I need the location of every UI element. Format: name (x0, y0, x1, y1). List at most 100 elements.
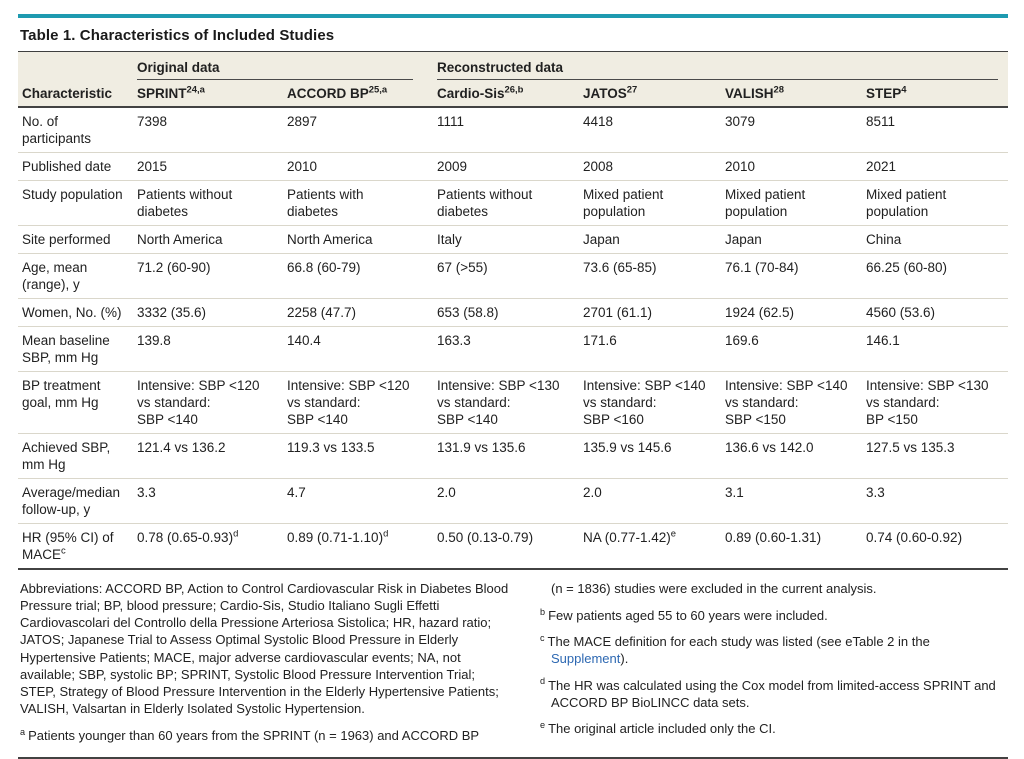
table-cell: 131.9 vs 135.6 (437, 433, 583, 479)
table-cell: 2008 (583, 152, 725, 181)
table-header: Original data Reconstructed data Charact… (18, 52, 1009, 108)
table-cell: 0.89 (0.60-1.31) (725, 523, 866, 569)
table-cell: Patients without diabetes (437, 180, 583, 226)
table-cell: Intensive: SBP <130 vs standard: SBP <14… (437, 371, 583, 434)
table-cell: 2.0 (583, 478, 725, 524)
footnote-e-text: The original article included only the C… (548, 720, 776, 736)
table-cell: Intensive: SBP <140 vs standard: SBP <15… (725, 371, 866, 434)
table-cell: 0.89 (0.71-1.10)d (287, 523, 437, 569)
row-characteristic-label: BP treatment goal, mm Hg (18, 371, 137, 434)
table-title: Table 1. Characteristics of Included Stu… (20, 27, 335, 44)
table-cell: 66.25 (60-80) (866, 253, 1009, 299)
table-row: Study population Patients without diabete… (18, 180, 1009, 226)
column-header-characteristic: Characteristic (18, 80, 137, 108)
table-cell: Mixed patient population (866, 180, 1009, 226)
table-cell: Japan (583, 225, 725, 254)
table-cell: 135.9 vs 145.6 (583, 433, 725, 479)
table-cell: 3079 (725, 114, 756, 129)
table-cell: 119.3 vs 133.5 (287, 433, 437, 479)
table-cell: 121.4 vs 136.2 (137, 433, 287, 479)
row-characteristic-label: No. of participants (22, 114, 92, 146)
table-cell: North America (137, 225, 287, 254)
footnote-b: b Few patients aged 55 to 60 years were i… (540, 607, 1010, 624)
table-cell: 3.3 (866, 478, 1009, 524)
table-cell: 146.1 (866, 326, 1009, 372)
footnote-c-marker: c (540, 632, 545, 643)
table-cell: 4560 (53.6) (866, 298, 1009, 327)
column-header-valish: VALISH28 (725, 80, 866, 108)
table-cell: 169.6 (725, 326, 866, 372)
table-cell: 2.0 (437, 478, 583, 524)
table-cell: 67 (>55) (437, 253, 583, 299)
row-characteristic-label: HR (95% CI) of MACEc (18, 523, 137, 569)
table-cell: 2015 (137, 152, 287, 181)
table-cell: Mixed patient population (583, 180, 725, 226)
table-row: Achieved SBP, mm Hg 121.4 vs 136.2 119.3 v… (18, 433, 1009, 479)
row-characteristic-label: Published date (18, 152, 137, 181)
table-row: BP treatment goal, mm Hg Intensive: SBP <… (18, 371, 1009, 434)
group-header-reconstructed-data-label: Reconstructed data (437, 60, 564, 75)
table-top-accent-bar (18, 14, 1008, 18)
footnote-b-text: Few patients aged 55 to 60 years were in… (548, 608, 828, 624)
abbreviations-note: Abbreviations: ACCORD BP, Action to Cont… (20, 581, 509, 717)
table-cell: 3.3 (137, 478, 287, 524)
table-cell: 2009 (437, 152, 583, 181)
table-cell: 73.6 (65-85) (583, 253, 725, 299)
row-characteristic-label: Age, mean (range), y (18, 253, 137, 299)
table-cell: 0.50 (0.13-0.79) (437, 523, 583, 569)
footnote-a: a Patients younger than 60 years from the… (20, 727, 512, 744)
column-header-step: STEP4 (866, 80, 1009, 108)
table-cell: 3332 (35.6) (137, 298, 287, 327)
table-cell: 7398 (137, 114, 168, 129)
group-header-original-data: Original data (137, 52, 437, 80)
table-row: Mean baseline SBP, mm Hg 139.8 140.4 163.3 1… (18, 326, 1009, 372)
table-cell: 1111 (437, 114, 465, 129)
table-cell: Intensive: SBP <130 vs standard: BP <150 (866, 371, 1009, 434)
group-header-blank-cell (18, 52, 137, 80)
column-header-cardio-sis: Cardio-Sis26,b (437, 80, 583, 108)
supplement-link[interactable]: Supplement (551, 651, 621, 667)
table-cell: 139.8 (137, 326, 287, 372)
title-rule (18, 51, 1008, 52)
table-row: Site performed North America North America… (18, 225, 1009, 254)
table-cell: 3.1 (725, 478, 866, 524)
column-header-accord-bp: ACCORD BP25,a (287, 80, 437, 108)
footnote-e-marker: e (540, 719, 546, 730)
table-cell: 71.2 (60-90) (137, 253, 287, 299)
footnote-b-marker: b (540, 606, 546, 617)
table-cell: Intensive: SBP <120 vs standard: SBP <14… (287, 371, 437, 434)
footnote-a-continuation: (n = 1836) studies were excluded in the … (551, 581, 877, 596)
table-cell: 127.5 vs 135.3 (866, 433, 1009, 479)
footnote-a-text: Patients younger than 60 years from the … (28, 728, 480, 744)
table-cell: 4418 (583, 114, 614, 129)
table-cell: Intensive: SBP <120 vs standard: SBP <14… (137, 371, 287, 434)
table-row: Age, mean (range), y 71.2 (60-90) 66.8 (60… (18, 253, 1009, 299)
table-cell: Italy (437, 225, 583, 254)
row-characteristic-label: Women, No. (%) (18, 298, 137, 327)
table-cell: Intensive: SBP <140 vs standard: SBP <16… (583, 371, 725, 434)
footnote-d-marker: d (540, 676, 546, 687)
footnotes-right-column: (n = 1836) studies were excluded in the … (540, 580, 1010, 753)
table-cell: Patients without diabetes (137, 180, 287, 226)
group-header-original-data-label: Original data (137, 60, 220, 75)
table-body: No. of participants 7398 2897 1111 4418 3079 8… (18, 107, 1009, 569)
table-cell: 140.4 (287, 326, 437, 372)
table-cell: 163.3 (437, 326, 583, 372)
table-cell: 0.74 (0.60-0.92) (866, 523, 1009, 569)
row-characteristic-label: Study population (18, 180, 137, 226)
table-cell: China (866, 225, 1009, 254)
footnote-e: e The original article included only the … (540, 720, 1010, 737)
table-cell: 171.6 (583, 326, 725, 372)
table-cell: 136.6 vs 142.0 (725, 433, 866, 479)
row-characteristic-label: Site performed (18, 225, 137, 254)
table-cell: 2010 (287, 152, 437, 181)
table-cell: 653 (58.8) (437, 298, 583, 327)
characteristics-table: Original data Reconstructed data Charact… (18, 52, 1009, 570)
table-row: HR (95% CI) of MACEc 0.78 (0.65-0.93)d 0.8… (18, 523, 1009, 569)
table-cell: NA (0.77-1.42)e (583, 523, 725, 569)
table-cell: 1924 (62.5) (725, 298, 866, 327)
footnotes-left-column: Abbreviations: ACCORD BP, Action to Cont… (20, 580, 512, 753)
footnotes-section: Abbreviations: ACCORD BP, Action to Cont… (18, 570, 1008, 759)
table-cell: 2021 (866, 152, 1009, 181)
group-header-row: Original data Reconstructed data (18, 52, 1009, 80)
